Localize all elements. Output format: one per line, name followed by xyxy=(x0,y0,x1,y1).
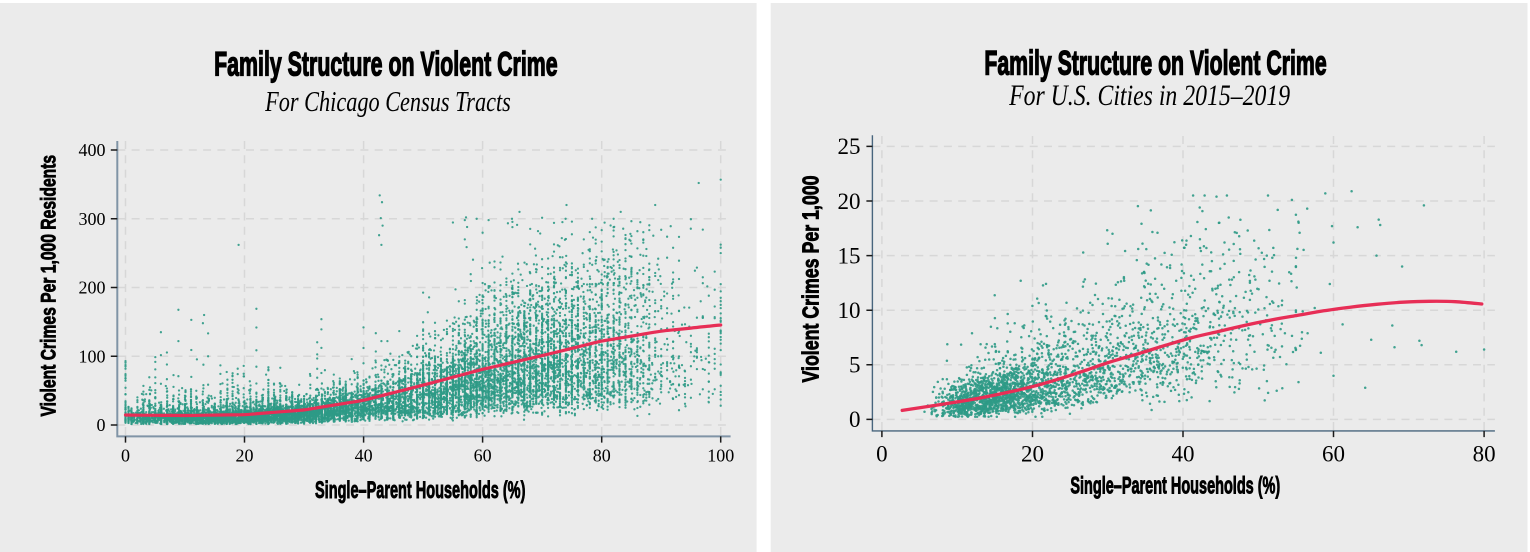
svg-text:Violent Crimes Per 1,000: Violent Crimes Per 1,000 xyxy=(798,176,824,383)
svg-text:Family Structure on Violent Cr: Family Structure on Violent Crime xyxy=(214,45,558,83)
svg-text:100: 100 xyxy=(707,446,734,466)
svg-text:15: 15 xyxy=(838,243,861,268)
svg-text:For Chicago Census Tracts: For Chicago Census Tracts xyxy=(264,87,511,118)
svg-text:100: 100 xyxy=(79,346,106,366)
svg-text:40: 40 xyxy=(1172,442,1195,467)
svg-text:20: 20 xyxy=(838,189,861,214)
svg-text:0: 0 xyxy=(121,446,130,466)
svg-text:0: 0 xyxy=(876,442,888,467)
svg-text:60: 60 xyxy=(1322,442,1345,467)
svg-text:Family Structure on Violent Cr: Family Structure on Violent Crime xyxy=(984,44,1326,82)
svg-text:Single–Parent Households (%): Single–Parent Households (%) xyxy=(315,477,525,504)
svg-text:0: 0 xyxy=(97,415,106,435)
svg-text:20: 20 xyxy=(236,446,254,466)
svg-text:40: 40 xyxy=(355,446,373,466)
svg-text:5: 5 xyxy=(849,353,861,378)
svg-text:Violent Crimes Per 1,000 Resid: Violent Crimes Per 1,000 Residents xyxy=(38,155,61,417)
svg-text:25: 25 xyxy=(838,134,861,159)
svg-text:0: 0 xyxy=(849,407,861,432)
svg-text:20: 20 xyxy=(1021,442,1044,467)
svg-text:200: 200 xyxy=(79,278,106,298)
svg-text:80: 80 xyxy=(1473,442,1496,467)
svg-text:400: 400 xyxy=(79,140,106,160)
svg-text:80: 80 xyxy=(593,446,611,466)
svg-text:For U.S. Cities in 2015–2019: For U.S. Cities in 2015–2019 xyxy=(1008,80,1290,112)
svg-text:60: 60 xyxy=(474,446,492,466)
svg-text:300: 300 xyxy=(79,209,106,229)
svg-text:Single–Parent Households (%): Single–Parent Households (%) xyxy=(1070,473,1280,500)
svg-text:10: 10 xyxy=(838,298,861,323)
